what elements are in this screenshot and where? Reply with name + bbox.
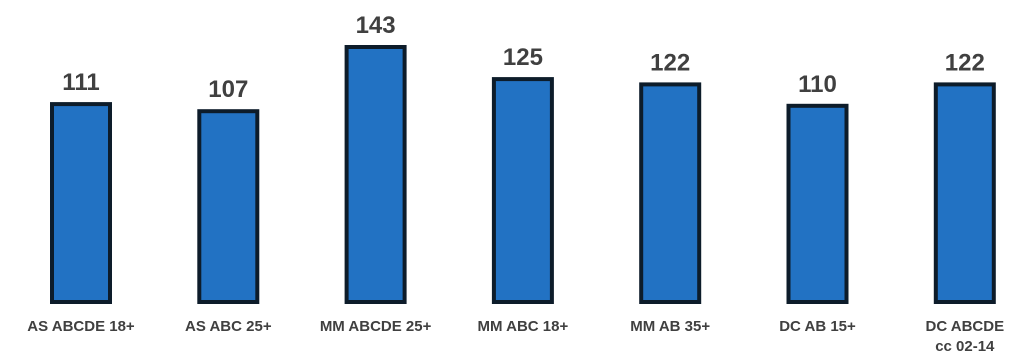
category-label: AS ABCDE 18+: [27, 318, 135, 335]
bar: [786, 103, 849, 304]
bar: [50, 102, 112, 304]
data-label: 122: [945, 49, 985, 76]
bar: [639, 82, 702, 305]
data-label: 107: [208, 76, 248, 103]
bar: [491, 77, 554, 304]
bars-group: [50, 45, 996, 305]
category-label: MM AB 35+: [630, 318, 710, 335]
category-label: DC ABCDE: [925, 318, 1004, 335]
bar: [344, 45, 407, 304]
category-label: AS ABC 25+: [185, 318, 272, 335]
data-label: 110: [798, 71, 837, 98]
data-label: 143: [356, 12, 396, 39]
category-label: DC AB 15+: [779, 318, 856, 335]
bar: [197, 109, 260, 304]
bar: [933, 82, 996, 305]
data-label: 125: [503, 44, 543, 71]
category-label: MM ABCDE 25+: [320, 318, 432, 335]
data-label: 111: [62, 69, 99, 96]
value-labels-group: 111 107 143 125 122 110 122: [62, 12, 985, 103]
category-labels-group: AS ABCDE 18+ AS ABC 25+ MM ABCDE 25+ MM ABC…: [27, 318, 1004, 355]
data-label: 122: [650, 49, 690, 76]
category-label: MM ABC 18+: [478, 318, 569, 335]
category-label: cc 02-14: [935, 338, 995, 355]
